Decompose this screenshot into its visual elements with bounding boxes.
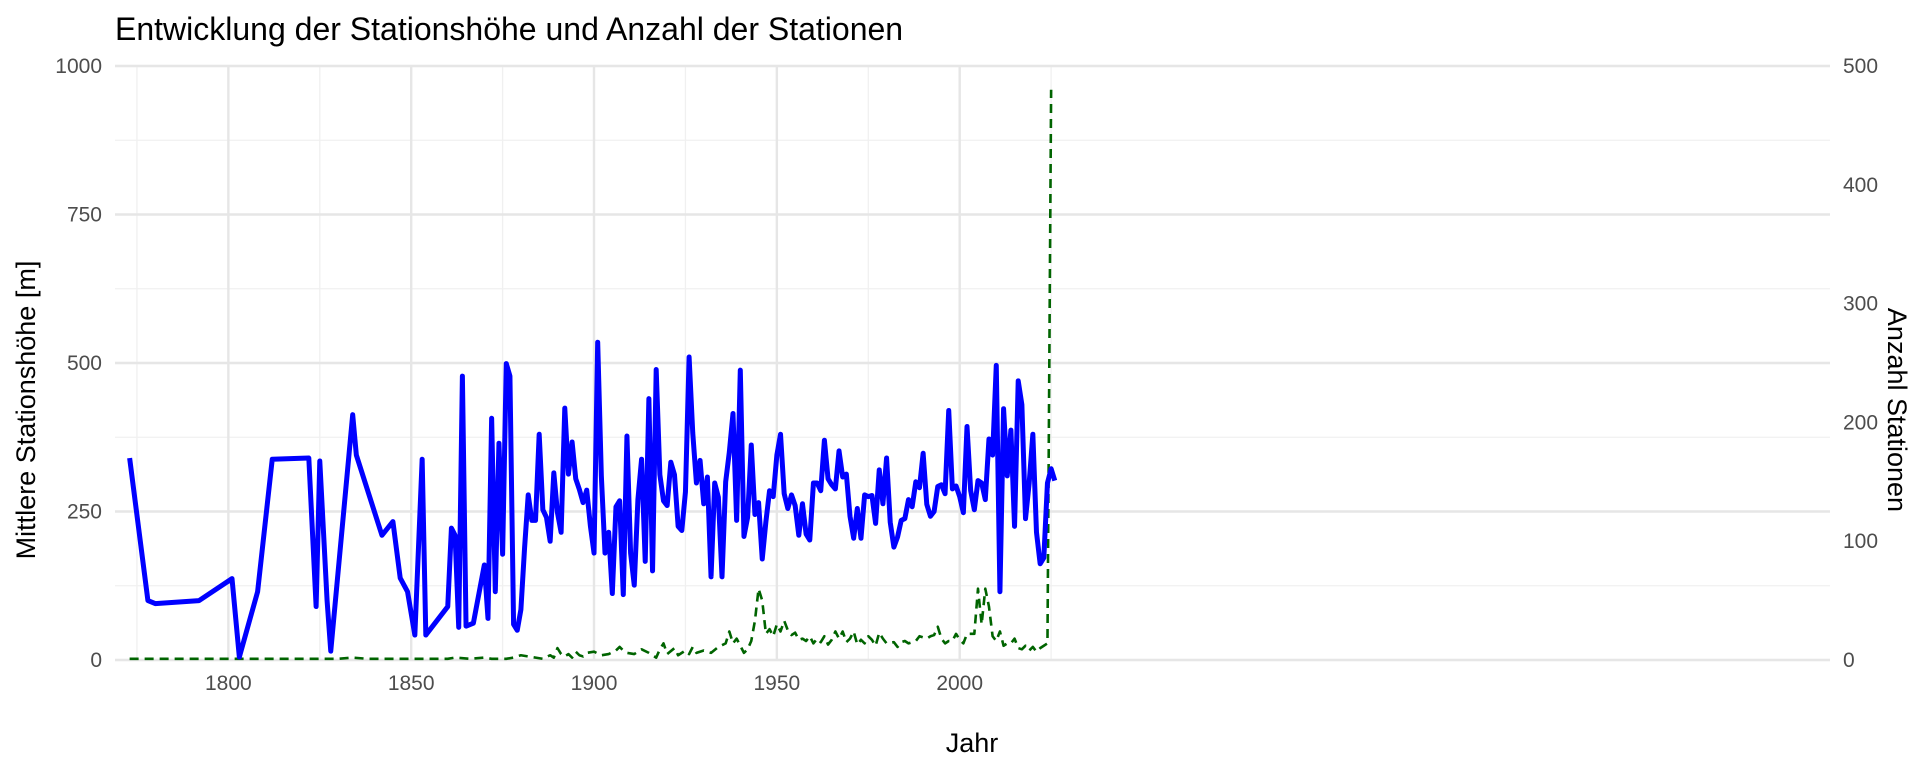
- y-tick-label: 250: [67, 501, 102, 524]
- series-line-mean-height: [127, 339, 1058, 660]
- y2-tick-label: 400: [1843, 174, 1878, 197]
- x-tick-label: 1800: [205, 672, 252, 695]
- x-tick-label: 1900: [571, 672, 618, 695]
- y2-tick-label: 500: [1843, 55, 1878, 78]
- y-tick-label: 750: [67, 204, 102, 227]
- y-axis-title: Mittlere Stationshöhe [m]: [11, 261, 41, 560]
- x-axis-title: Jahr: [946, 728, 999, 758]
- y2-tick-label: 200: [1843, 411, 1878, 434]
- series-layer: [127, 89, 1058, 661]
- x-tick-label: 1850: [388, 672, 435, 695]
- y2-axis-title: Anzahl Stationen: [1882, 308, 1912, 512]
- ticks: 1800 1850 1900 1950 2000 0 250 500 750 1000 0 100 20…: [55, 55, 1878, 695]
- y-tick-label: 0: [90, 649, 102, 672]
- y-tick-label: 1000: [55, 55, 102, 78]
- series-line-stations-count: [129, 89, 1053, 661]
- x-tick-label: 2000: [936, 672, 983, 695]
- y-tick-label: 500: [67, 352, 102, 375]
- grid: [115, 64, 1830, 662]
- y2-tick-label: 100: [1843, 530, 1878, 553]
- y2-tick-label: 300: [1843, 293, 1878, 316]
- y2-tick-label: 0: [1843, 649, 1855, 672]
- x-tick-label: 1950: [754, 672, 801, 695]
- chart-title: Entwicklung der Stationshöhe und Anzahl …: [115, 11, 903, 47]
